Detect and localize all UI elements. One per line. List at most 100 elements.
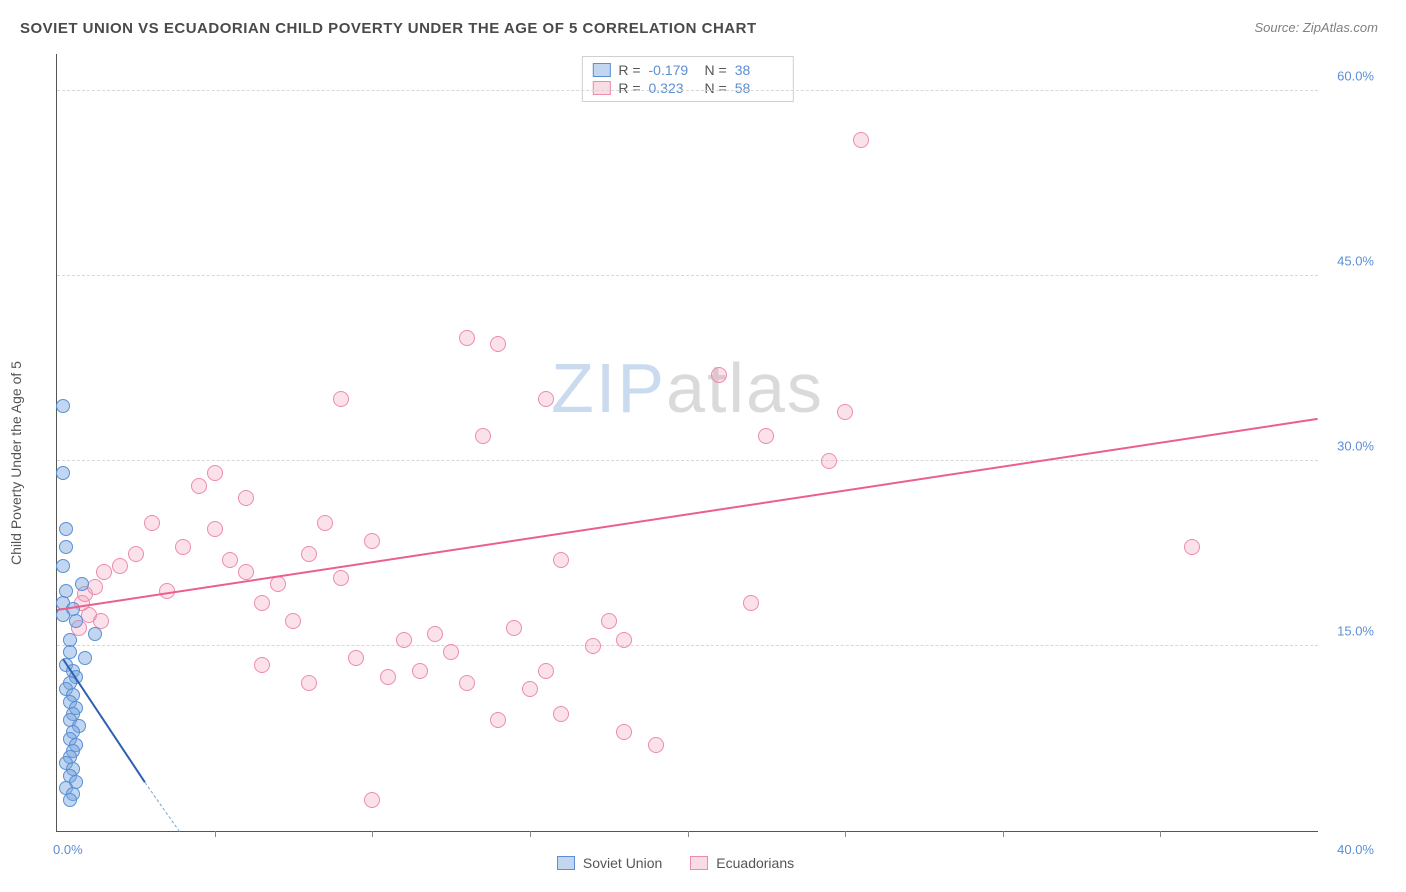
point-blue — [56, 399, 70, 413]
x-tick-label: 40.0% — [1337, 842, 1374, 857]
plot-region: ZIPatlas R = -0.179 N = 38 R = 0.323 N =… — [56, 54, 1318, 832]
point-blue — [56, 559, 70, 573]
source-attribution: Source: ZipAtlas.com — [1254, 20, 1378, 35]
n-label-blue: N = — [705, 62, 727, 78]
legend-label-pink: Ecuadorians — [716, 855, 794, 871]
point-pink — [301, 546, 317, 562]
chart-title: SOVIET UNION VS ECUADORIAN CHILD POVERTY… — [20, 20, 757, 37]
point-pink — [112, 558, 128, 574]
x-tick-mark — [1003, 831, 1004, 837]
point-pink — [475, 428, 491, 444]
x-tick-mark — [215, 831, 216, 837]
point-pink — [490, 336, 506, 352]
point-pink — [333, 570, 349, 586]
legend-item-pink: Ecuadorians — [690, 855, 794, 871]
n-value-blue: 38 — [735, 62, 783, 78]
r-value-blue: -0.179 — [649, 62, 697, 78]
n-label-pink: N = — [705, 80, 727, 96]
point-pink — [396, 632, 412, 648]
y-axis-label: Child Poverty Under the Age of 5 — [8, 361, 24, 565]
point-pink — [711, 367, 727, 383]
legend-swatch-pink-icon — [690, 856, 708, 870]
point-pink — [364, 792, 380, 808]
point-pink — [144, 515, 160, 531]
r-label-pink: R = — [618, 80, 640, 96]
x-tick-label: 0.0% — [53, 842, 83, 857]
y-tick-label: 60.0% — [1337, 69, 1374, 84]
point-blue — [75, 577, 89, 591]
gridline-h — [57, 90, 1318, 91]
gridline-h — [57, 275, 1318, 276]
point-pink — [270, 576, 286, 592]
watermark-atlas: atlas — [666, 349, 824, 427]
stats-row-blue: R = -0.179 N = 38 — [592, 61, 782, 79]
point-pink — [616, 632, 632, 648]
point-pink — [522, 681, 538, 697]
source-prefix: Source: — [1254, 20, 1302, 35]
point-pink — [601, 613, 617, 629]
point-pink — [758, 428, 774, 444]
gridline-h — [57, 645, 1318, 646]
watermark-zip: ZIP — [551, 349, 666, 427]
point-pink — [490, 712, 506, 728]
gridline-h — [57, 460, 1318, 461]
n-value-pink: 58 — [735, 80, 783, 96]
source-link[interactable]: ZipAtlas.com — [1303, 20, 1378, 35]
point-pink — [87, 579, 103, 595]
stats-row-pink: R = 0.323 N = 58 — [592, 79, 782, 97]
point-pink — [1184, 539, 1200, 555]
r-label-blue: R = — [618, 62, 640, 78]
point-blue — [78, 651, 92, 665]
point-pink — [585, 638, 601, 654]
point-pink — [743, 595, 759, 611]
correlation-stats-box: R = -0.179 N = 38 R = 0.323 N = 58 — [581, 56, 793, 102]
point-pink — [301, 675, 317, 691]
point-pink — [443, 644, 459, 660]
legend-label-blue: Soviet Union — [583, 855, 662, 871]
point-pink — [254, 657, 270, 673]
point-pink — [364, 533, 380, 549]
point-pink — [616, 724, 632, 740]
point-blue — [59, 540, 73, 554]
point-pink — [238, 564, 254, 580]
x-tick-mark — [530, 831, 531, 837]
x-tick-mark — [1160, 831, 1161, 837]
point-pink — [853, 132, 869, 148]
point-pink — [96, 564, 112, 580]
x-tick-mark — [688, 831, 689, 837]
point-pink — [459, 330, 475, 346]
point-pink — [207, 465, 223, 481]
point-pink — [538, 663, 554, 679]
point-pink — [538, 391, 554, 407]
swatch-pink-icon — [592, 81, 610, 95]
legend-item-blue: Soviet Union — [557, 855, 662, 871]
point-pink — [333, 391, 349, 407]
swatch-blue-icon — [592, 63, 610, 77]
r-value-pink: 0.323 — [649, 80, 697, 96]
point-pink — [238, 490, 254, 506]
point-pink — [191, 478, 207, 494]
point-pink — [553, 552, 569, 568]
point-blue — [59, 522, 73, 536]
point-pink — [317, 515, 333, 531]
point-pink — [285, 613, 301, 629]
point-pink — [427, 626, 443, 642]
x-tick-mark — [845, 831, 846, 837]
point-pink — [648, 737, 664, 753]
chart-area: Child Poverty Under the Age of 5 ZIPatla… — [20, 54, 1378, 872]
legend-swatch-blue-icon — [557, 856, 575, 870]
point-pink — [380, 669, 396, 685]
x-tick-mark — [372, 831, 373, 837]
point-pink — [506, 620, 522, 636]
point-pink — [128, 546, 144, 562]
point-pink — [348, 650, 364, 666]
bottom-legend: Soviet Union Ecuadorians — [93, 855, 1258, 871]
chart-header: SOVIET UNION VS ECUADORIAN CHILD POVERTY… — [0, 0, 1406, 45]
point-blue — [88, 627, 102, 641]
trendline-pink — [57, 418, 1318, 611]
point-pink — [553, 706, 569, 722]
trendline-blue-ext — [145, 782, 180, 832]
watermark: ZIPatlas — [551, 348, 824, 428]
point-pink — [175, 539, 191, 555]
point-pink — [222, 552, 238, 568]
